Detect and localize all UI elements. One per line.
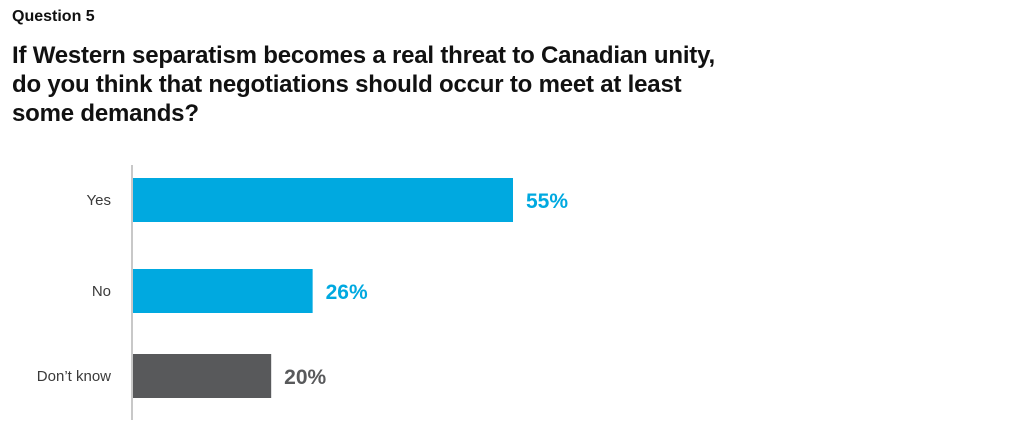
bar-don-t-know [133,354,272,398]
value-label-no: 26% [326,281,368,304]
bars-group: Yes 55% No 26% Don’t know 20% [37,178,568,398]
value-label-yes: 55% [526,190,568,213]
question-number: Question 5 [12,8,95,25]
category-label-yes: Yes [87,192,111,209]
category-label-don-t-know: Don’t know [37,368,111,385]
bar-yes [133,178,513,222]
bar-no [133,269,313,313]
category-label-no: No [92,283,111,300]
question-title: If Western separatism becomes a real thr… [12,42,715,127]
value-label-don-t-know: 20% [284,366,326,389]
